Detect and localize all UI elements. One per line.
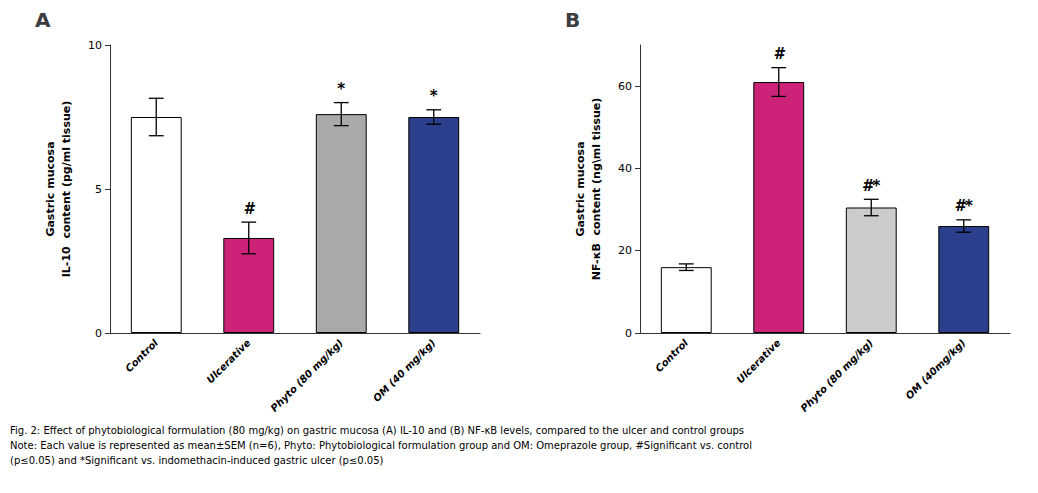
svg-text:0: 0	[95, 327, 102, 340]
svg-text:Gastric mucosa: Gastric mucosa	[574, 141, 587, 236]
svg-text:0: 0	[625, 327, 632, 340]
svg-text:*: *	[430, 87, 438, 105]
svg-text:*: *	[337, 80, 345, 98]
svg-text:Gastric mucosa: Gastric mucosa	[44, 141, 57, 236]
svg-text:Ulcerative: Ulcerative	[204, 337, 252, 385]
svg-text:OM (40mg/kg): OM (40mg/kg)	[903, 337, 967, 401]
svg-text:40: 40	[618, 162, 632, 175]
svg-text:Fig. 2: Effect of phytobiologi: Fig. 2: Effect of phytobiological formul…	[10, 425, 744, 436]
svg-text:Phyto (80 mg/kg): Phyto (80 mg/kg)	[798, 337, 875, 414]
svg-text:IL-10 content (pg/ml tissue): IL-10 content (pg/ml tissue)	[60, 101, 73, 277]
svg-text:(p≤0.05) and *Significant vs.: (p≤0.05) and *Significant vs. indomethac…	[10, 455, 384, 466]
svg-text:60: 60	[618, 80, 632, 93]
svg-text:#: #	[244, 200, 256, 218]
svg-text:A: A	[35, 8, 51, 32]
svg-text:Control: Control	[653, 337, 690, 374]
svg-text:#*: #*	[862, 177, 880, 195]
svg-text:10: 10	[88, 39, 102, 52]
svg-text:#: #	[774, 45, 786, 63]
svg-text:Phyto (80 mg/kg): Phyto (80 mg/kg)	[268, 337, 345, 414]
svg-text:#*: #*	[955, 197, 973, 215]
svg-text:Control: Control	[123, 337, 160, 374]
svg-text:B: B	[565, 8, 580, 32]
svg-text:5: 5	[95, 183, 102, 196]
svg-text:Ulcerative: Ulcerative	[734, 337, 782, 385]
svg-text:OM (40 mg/kg): OM (40 mg/kg)	[371, 337, 438, 404]
svg-text:NF-κB content (ng\ml tissue): NF-κB content (ng\ml tissue)	[590, 98, 603, 281]
svg-text:20: 20	[618, 244, 632, 257]
svg-text:Note: Each value is represente: Note: Each value is represented as mean±…	[10, 440, 752, 451]
